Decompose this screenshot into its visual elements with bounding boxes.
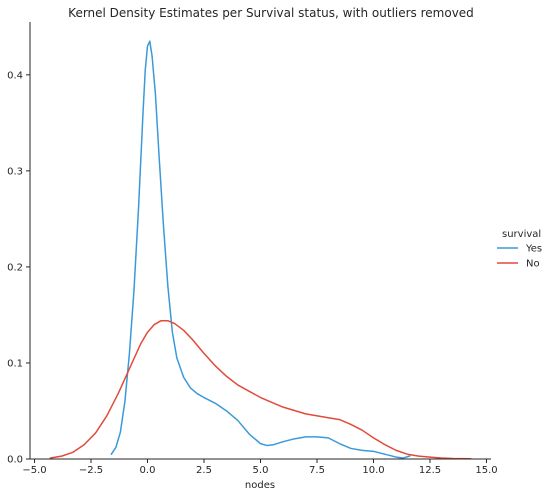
y-tick-label: 0.3: [7, 166, 23, 177]
plot-area: [49, 40, 472, 460]
series-line-yes: [110, 40, 411, 459]
legend-label-no: No: [526, 259, 540, 270]
legend: survival Yes No: [497, 229, 542, 270]
x-tick-label: −5.0: [22, 465, 46, 476]
y-ticks: 0.0 0.1 0.2 0.3 0.4: [7, 70, 30, 466]
x-tick-label: 7.5: [309, 465, 325, 476]
x-tick-label: 15.0: [475, 465, 497, 476]
series-line-no: [49, 319, 472, 460]
x-tick-label: 12.5: [419, 465, 441, 476]
y-tick-label: 0.0: [7, 455, 23, 466]
x-ticks: −5.0 −2.5 0.0 2.5 5.0 7.5 10.0 12.5 15.0: [22, 459, 498, 476]
y-tick-label: 0.4: [7, 70, 23, 81]
y-tick-label: 0.2: [7, 262, 23, 273]
x-axis-label: nodes: [245, 480, 275, 491]
legend-title: survival: [502, 229, 541, 240]
x-tick-label: 5.0: [253, 465, 269, 476]
y-tick-label: 0.1: [7, 358, 23, 369]
chart-title: Kernel Density Estimates per Survival st…: [68, 6, 474, 20]
x-tick-label: −2.5: [79, 465, 103, 476]
x-tick-label: 2.5: [196, 465, 212, 476]
legend-entries: Yes No: [497, 244, 542, 270]
x-tick-label: 0.0: [140, 465, 156, 476]
legend-label-yes: Yes: [525, 244, 542, 255]
x-tick-label: 10.0: [362, 465, 384, 476]
